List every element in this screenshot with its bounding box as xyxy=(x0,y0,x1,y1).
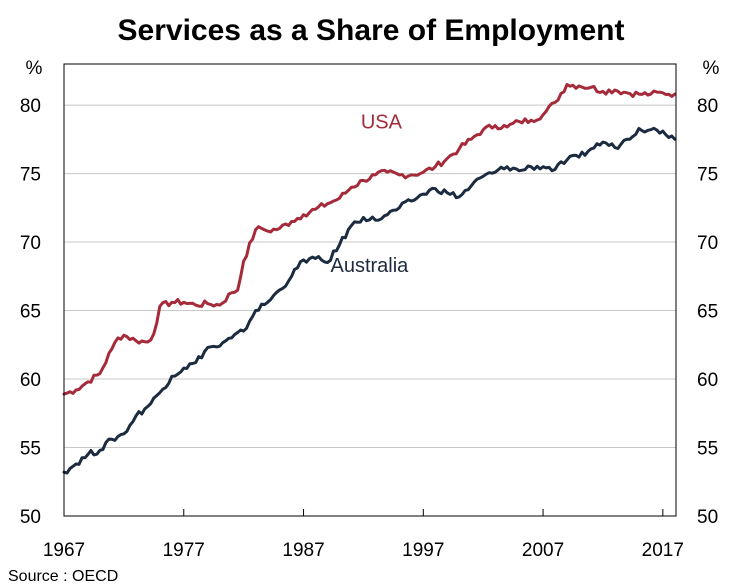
series-label-usa: USA xyxy=(361,111,403,133)
y-tick-label-right: 70 xyxy=(697,233,718,254)
y-tick-label-right: 60 xyxy=(697,370,718,391)
x-tick-label: 2007 xyxy=(522,540,564,561)
x-axis-tick-marks xyxy=(63,509,664,516)
right-unit-label: % xyxy=(703,58,720,79)
y-tick-label-right: 80 xyxy=(697,96,718,117)
gridlines xyxy=(64,104,676,449)
series-line-usa xyxy=(62,83,677,396)
y-tick-label-left: 50 xyxy=(20,507,41,528)
series-lines xyxy=(62,83,677,475)
y-tick-label-left: 75 xyxy=(20,165,41,186)
plot-frame xyxy=(63,63,677,517)
y-tick-label-right: 75 xyxy=(697,165,718,186)
source-note: Source : OECD xyxy=(8,568,118,585)
y-tick-label-left: 65 xyxy=(20,302,41,323)
y-tick-label-left: 55 xyxy=(20,439,41,460)
series-labels: USA Australia xyxy=(330,111,409,277)
series-label-australia: Australia xyxy=(330,255,409,277)
x-tick-label: 1987 xyxy=(282,540,324,561)
left-unit-label: % xyxy=(26,58,43,79)
x-tick-label: 2017 xyxy=(642,540,684,561)
y-tick-label-left: 60 xyxy=(20,370,41,391)
y-tick-label-left: 70 xyxy=(20,233,41,254)
y-axis-tick-labels: 50 50 55 55 60 60 65 65 70 70 75 75 80 80 xyxy=(20,96,718,528)
y-tick-label-right: 55 xyxy=(697,439,718,460)
x-tick-label: 1997 xyxy=(402,540,444,561)
chart-title: Services as a Share of Employment xyxy=(118,14,625,47)
x-tick-label: 1977 xyxy=(163,540,205,561)
y-tick-label-left: 80 xyxy=(20,96,41,117)
y-tick-label-right: 50 xyxy=(697,507,718,528)
y-tick-label-right: 65 xyxy=(697,302,718,323)
series-line-australia xyxy=(62,126,677,475)
x-tick-label: 1967 xyxy=(43,540,85,561)
x-axis-tick-labels: 1967 1977 1987 1997 2007 2017 xyxy=(43,540,684,561)
